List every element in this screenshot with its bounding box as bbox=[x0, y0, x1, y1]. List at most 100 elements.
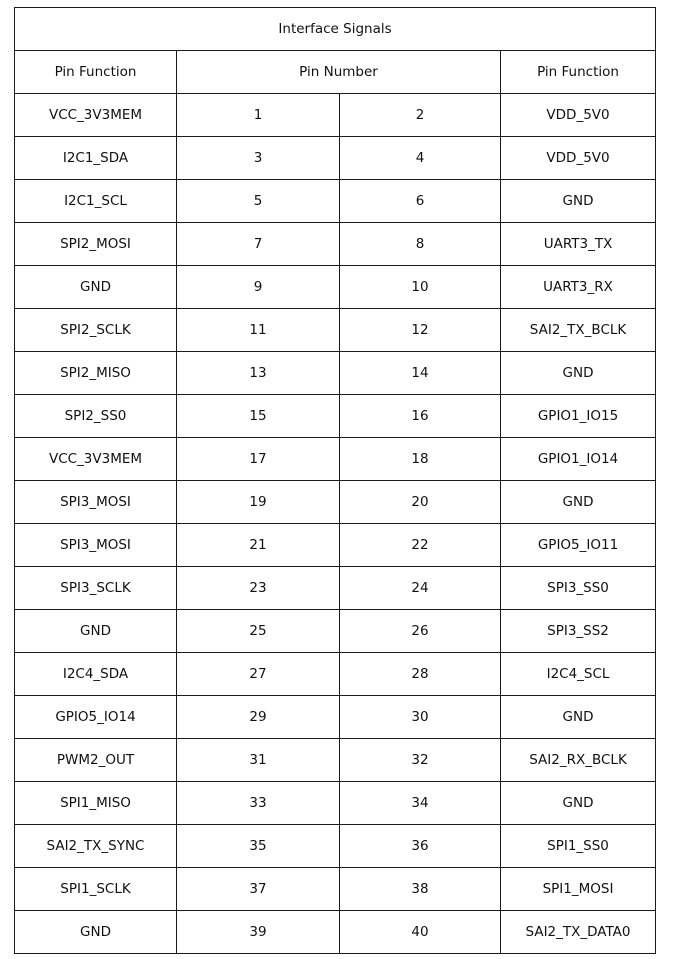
pin-function-right: GND bbox=[499, 179, 657, 223]
table-row: SPI3_MOSI 21 22 GPIO5_IO11 bbox=[14, 523, 657, 567]
pin-number-even: 22 bbox=[339, 523, 501, 567]
pin-number-odd: 37 bbox=[176, 867, 340, 911]
pin-function-left: SPI2_MOSI bbox=[14, 222, 177, 266]
pin-function-right: SPI3_SS2 bbox=[499, 609, 657, 653]
pin-number-even: 16 bbox=[339, 394, 501, 438]
pin-number-even: 2 bbox=[339, 93, 501, 137]
pin-function-left: SPI3_SCLK bbox=[14, 566, 177, 610]
pin-function-right: VDD_5V0 bbox=[499, 93, 657, 137]
pin-number-odd: 35 bbox=[176, 824, 340, 868]
table-row: GPIO5_IO14 29 30 GND bbox=[14, 695, 657, 739]
pin-number-even: 30 bbox=[339, 695, 501, 739]
pin-number-even: 36 bbox=[339, 824, 501, 868]
pin-number-odd: 29 bbox=[176, 695, 340, 739]
table-row: SPI1_SCLK 37 38 SPI1_MOSI bbox=[14, 867, 657, 911]
pin-function-left: GND bbox=[14, 910, 177, 954]
pin-function-right: SAI2_TX_DATA0 bbox=[499, 910, 657, 954]
interface-signals-table: Interface Signals Pin Function Pin Numbe… bbox=[13, 7, 657, 954]
pin-number-odd: 19 bbox=[176, 480, 340, 524]
pin-number-odd: 15 bbox=[176, 394, 340, 438]
pin-function-left: I2C4_SDA bbox=[14, 652, 177, 696]
pin-number-odd: 31 bbox=[176, 738, 340, 782]
pin-number-odd: 39 bbox=[176, 910, 340, 954]
pin-function-left: SAI2_TX_SYNC bbox=[14, 824, 177, 868]
pin-number-even: 24 bbox=[339, 566, 501, 610]
pin-function-left: I2C1_SDA bbox=[14, 136, 177, 180]
table-row: GND 39 40 SAI2_TX_DATA0 bbox=[14, 910, 657, 954]
pin-function-left: SPI2_SCLK bbox=[14, 308, 177, 352]
table-row: SPI2_SS0 15 16 GPIO1_IO15 bbox=[14, 394, 657, 438]
pin-function-right: UART3_TX bbox=[499, 222, 657, 266]
pin-number-even: 40 bbox=[339, 910, 501, 954]
table-row: PWM2_OUT 31 32 SAI2_RX_BCLK bbox=[14, 738, 657, 782]
table-row: SPI2_MOSI 7 8 UART3_TX bbox=[14, 222, 657, 266]
pin-number-odd: 33 bbox=[176, 781, 340, 825]
table-row: GND 9 10 UART3_RX bbox=[14, 265, 657, 309]
pin-function-right: SAI2_RX_BCLK bbox=[499, 738, 657, 782]
table-row: SPI3_MOSI 19 20 GND bbox=[14, 480, 657, 524]
pin-function-left: GPIO5_IO14 bbox=[14, 695, 177, 739]
title-row: Interface Signals bbox=[13, 7, 657, 51]
table-row: GND 25 26 SPI3_SS2 bbox=[14, 609, 657, 653]
pin-function-right: GPIO5_IO11 bbox=[499, 523, 657, 567]
header-row: Pin Function Pin Number Pin Function bbox=[14, 50, 657, 94]
pin-function-left: VCC_3V3MEM bbox=[14, 93, 177, 137]
pin-function-right: UART3_RX bbox=[499, 265, 657, 309]
pin-number-even: 4 bbox=[339, 136, 501, 180]
pin-number-even: 14 bbox=[339, 351, 501, 395]
pin-function-right: GND bbox=[499, 781, 657, 825]
pin-number-odd: 27 bbox=[176, 652, 340, 696]
table-row: SPI3_SCLK 23 24 SPI3_SS0 bbox=[14, 566, 657, 610]
pin-number-odd: 9 bbox=[176, 265, 340, 309]
pin-function-left: SPI3_MOSI bbox=[14, 523, 177, 567]
pin-function-left: SPI1_SCLK bbox=[14, 867, 177, 911]
pin-number-even: 20 bbox=[339, 480, 501, 524]
pin-number-odd: 25 bbox=[176, 609, 340, 653]
table-row: I2C1_SCL 5 6 GND bbox=[14, 179, 657, 223]
pin-number-odd: 21 bbox=[176, 523, 340, 567]
pin-function-left: SPI1_MISO bbox=[14, 781, 177, 825]
pin-function-left: VCC_3V3MEM bbox=[14, 437, 177, 481]
pin-number-odd: 17 bbox=[176, 437, 340, 481]
pin-number-odd: 11 bbox=[176, 308, 340, 352]
pin-number-even: 12 bbox=[339, 308, 501, 352]
pin-function-left: PWM2_OUT bbox=[14, 738, 177, 782]
pin-number-even: 26 bbox=[339, 609, 501, 653]
table-row: SAI2_TX_SYNC 35 36 SPI1_SS0 bbox=[14, 824, 657, 868]
pin-function-left: I2C1_SCL bbox=[14, 179, 177, 223]
table-title: Interface Signals bbox=[13, 7, 657, 51]
pin-function-right: GPIO1_IO15 bbox=[499, 394, 657, 438]
table-row: VCC_3V3MEM 1 2 VDD_5V0 bbox=[14, 93, 657, 137]
header-pin-number: Pin Number bbox=[176, 50, 501, 94]
pin-function-right: SPI1_SS0 bbox=[499, 824, 657, 868]
pin-function-right: I2C4_SCL bbox=[499, 652, 657, 696]
header-pin-function-right: Pin Function bbox=[499, 50, 657, 94]
table-row: SPI1_MISO 33 34 GND bbox=[14, 781, 657, 825]
pin-number-odd: 5 bbox=[176, 179, 340, 223]
pin-function-left: SPI2_SS0 bbox=[14, 394, 177, 438]
table-row: SPI2_MISO 13 14 GND bbox=[14, 351, 657, 395]
pin-number-even: 32 bbox=[339, 738, 501, 782]
table-row: I2C1_SDA 3 4 VDD_5V0 bbox=[14, 136, 657, 180]
pin-number-odd: 23 bbox=[176, 566, 340, 610]
pin-function-right: SPI3_SS0 bbox=[499, 566, 657, 610]
pin-function-right: GND bbox=[499, 695, 657, 739]
pin-function-right: GPIO1_IO14 bbox=[499, 437, 657, 481]
pin-function-right: VDD_5V0 bbox=[499, 136, 657, 180]
pin-number-odd: 3 bbox=[176, 136, 340, 180]
table-row: SPI2_SCLK 11 12 SAI2_TX_BCLK bbox=[14, 308, 657, 352]
pin-function-right: GND bbox=[499, 480, 657, 524]
pin-number-even: 28 bbox=[339, 652, 501, 696]
header-pin-function-left: Pin Function bbox=[14, 50, 177, 94]
pin-number-even: 8 bbox=[339, 222, 501, 266]
pin-number-even: 6 bbox=[339, 179, 501, 223]
table-row: VCC_3V3MEM 17 18 GPIO1_IO14 bbox=[14, 437, 657, 481]
pin-function-left: GND bbox=[14, 609, 177, 653]
pin-function-right: SAI2_TX_BCLK bbox=[499, 308, 657, 352]
table-row: I2C4_SDA 27 28 I2C4_SCL bbox=[14, 652, 657, 696]
pin-function-left: GND bbox=[14, 265, 177, 309]
pin-function-left: SPI2_MISO bbox=[14, 351, 177, 395]
pin-number-odd: 1 bbox=[176, 93, 340, 137]
pin-number-even: 18 bbox=[339, 437, 501, 481]
pin-number-even: 38 bbox=[339, 867, 501, 911]
